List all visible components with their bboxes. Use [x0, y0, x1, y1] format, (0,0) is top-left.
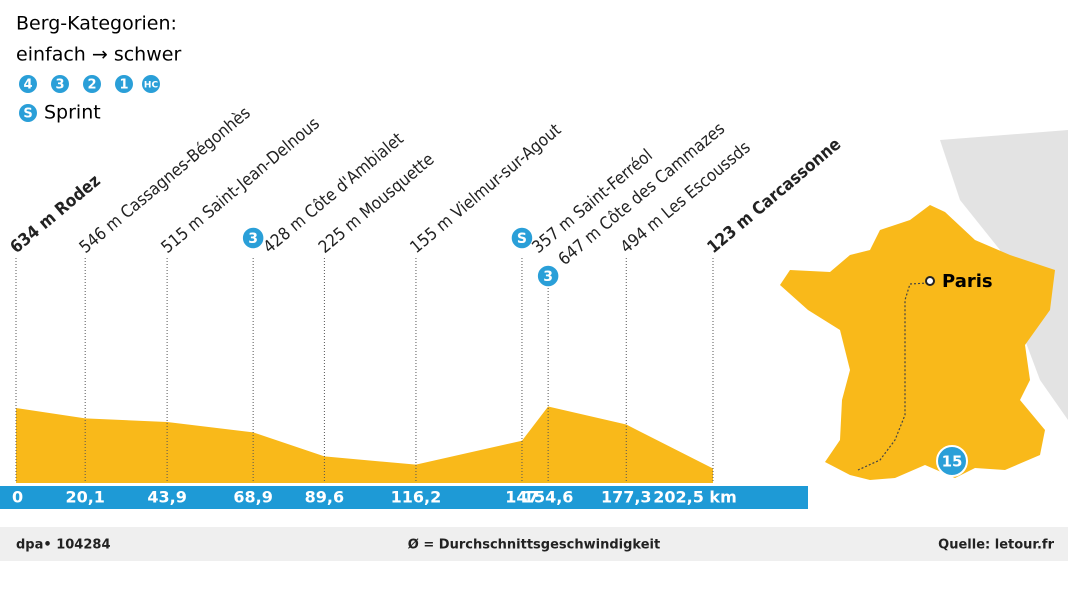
x-tick-label: 116,2: [391, 488, 442, 507]
x-tick-label: 0: [12, 488, 23, 507]
x-tick-label: 177,3: [601, 488, 652, 507]
badge-label: HC: [144, 81, 159, 91]
paris-dot: [925, 276, 935, 286]
stage-label: 15: [942, 453, 963, 471]
stage-badge: [936, 445, 968, 477]
value-label: 546 m Cassagnes-Bégonhès: [76, 103, 255, 258]
badge-label: S: [517, 231, 527, 247]
badge: [19, 75, 37, 93]
x-tick-label: 154,6: [523, 488, 574, 507]
badge: [83, 75, 101, 93]
badge-label: 1: [119, 78, 128, 93]
badge: [19, 104, 37, 122]
badge-label: S: [23, 107, 32, 122]
x-tick-label: 202,5 km: [653, 488, 737, 507]
badge: [536, 264, 560, 288]
legend-title: Berg-Kategorien:: [16, 13, 177, 35]
footer-band: [0, 527, 1068, 561]
axis-bar: [0, 486, 808, 509]
footer-center: Ø = Durchschnittsgeschwindigkeit: [408, 538, 660, 553]
neighbors: [940, 130, 1068, 420]
profile-area: [16, 406, 713, 483]
route: [857, 282, 929, 471]
badge-label: 3: [55, 78, 64, 93]
legend-badges: 4 3 2 1 HC S Sprint: [19, 75, 160, 124]
badge-label: 3: [248, 231, 258, 247]
badge: [510, 226, 534, 250]
value-label: 515 m Saint-Jean-Delnous: [158, 114, 324, 258]
legend-subtitle: einfach → schwer: [16, 44, 181, 66]
x-tick-label: 89,6: [305, 488, 344, 507]
city-label: Paris: [942, 271, 993, 292]
legend-sprint: Sprint: [44, 102, 101, 124]
badge-label: 4: [23, 78, 32, 93]
badge-label: 2: [87, 78, 96, 93]
badge: [51, 75, 69, 93]
map: Paris 15: [780, 130, 1068, 480]
france: [780, 205, 1055, 480]
x-tick-label: 43,9: [147, 488, 186, 507]
badge-label: 3: [543, 269, 553, 285]
badge: [115, 75, 133, 93]
x-tick-label: 68,9: [233, 488, 272, 507]
footer-right: Quelle: letour.fr: [938, 538, 1054, 553]
badge: [241, 226, 265, 250]
x-tick-label: 147: [505, 488, 538, 507]
x-tick-label: 20,1: [65, 488, 104, 507]
badge: [142, 75, 160, 93]
footer-left: dpa• 104284: [16, 538, 111, 553]
